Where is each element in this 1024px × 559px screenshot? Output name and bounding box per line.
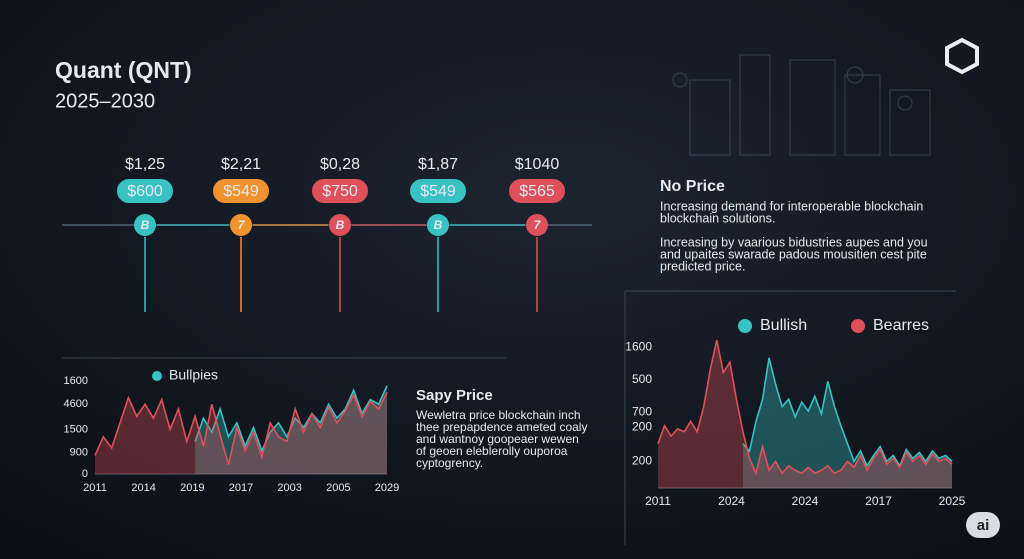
- y-tick-label: 500: [632, 372, 652, 386]
- node-icon: B: [141, 218, 150, 232]
- info-line: Increasing demand for interoperable bloc…: [660, 199, 923, 213]
- node-icon: 7: [238, 218, 246, 232]
- pill-label: $549: [420, 183, 456, 200]
- pill-label: $549: [223, 183, 259, 200]
- pill: [213, 179, 269, 203]
- x-tick-label: 2003: [277, 482, 301, 494]
- area: [95, 392, 387, 474]
- area: [742, 357, 952, 488]
- line: [742, 357, 953, 468]
- y-tick-label: 4600: [64, 398, 88, 410]
- y-tick-label: 1600: [625, 340, 652, 354]
- legend-swatch: [152, 371, 162, 381]
- price: $2,21: [221, 156, 261, 173]
- info-title: No Price: [660, 178, 725, 195]
- pill-label: $750: [322, 183, 358, 200]
- pill: [312, 179, 368, 203]
- side-line: of geoen eleblerolly ouporoa: [416, 444, 568, 458]
- price: $1040: [515, 156, 560, 173]
- info-line: and upaites swarade padous mousitien ces…: [660, 247, 927, 261]
- x-tick-label: 2017: [229, 482, 253, 494]
- y-tick-label: 1500: [64, 423, 88, 435]
- node: [526, 214, 548, 236]
- y-tick-label: 1600: [64, 375, 88, 387]
- area: [658, 340, 952, 488]
- legend-label: Bearres: [873, 317, 929, 334]
- info-text: Increasing demand for interoperable bloc…: [660, 199, 928, 273]
- node: [329, 214, 351, 236]
- logo: [945, 37, 979, 75]
- x-tick-label: 2029: [375, 482, 399, 494]
- price: $1,25: [125, 156, 165, 173]
- y-tick-label: 700: [632, 405, 652, 419]
- side-line: and wantnoy goopeaer wewen: [416, 432, 579, 446]
- side-line: Wewletra price blockchain inch: [416, 408, 581, 422]
- price: $1,87: [418, 156, 458, 173]
- x-tick-label: 2025: [939, 494, 966, 508]
- pill: [509, 179, 565, 203]
- x-tick-label: 2011: [83, 482, 107, 494]
- legend-label: Bullish: [760, 317, 807, 334]
- side-title: Sapy Price: [416, 387, 493, 404]
- info-line: Increasing by vaarious bidustries aupes …: [660, 235, 928, 249]
- price: $0,28: [320, 156, 360, 173]
- side-line: cyptogrency.: [416, 456, 483, 470]
- city-decoration: [672, 54, 931, 156]
- ai-badge-text: ai: [977, 517, 990, 534]
- x-tick-label: 2005: [326, 482, 350, 494]
- line: [94, 391, 388, 465]
- x-tick-label: 2019: [180, 482, 204, 494]
- side-line: thee prepapdence ameted coaly: [416, 420, 587, 434]
- pill-label: $565: [519, 183, 555, 200]
- y-tick-label: 200: [632, 419, 652, 433]
- node: [134, 214, 156, 236]
- x-tick-label: 2024: [718, 494, 745, 508]
- y-tick-label: 900: [70, 447, 88, 459]
- pill: [410, 179, 466, 203]
- info-line: predicted price.: [660, 259, 745, 273]
- title: Quant (QNT): [55, 57, 192, 83]
- node-icon: B: [336, 218, 345, 232]
- legend-swatch: [738, 319, 752, 333]
- y-tick-label: 0: [82, 468, 88, 480]
- x-tick-label: 2024: [792, 494, 819, 508]
- pill: [117, 179, 173, 203]
- node-icon: B: [434, 218, 443, 232]
- legend-label: Bullpies: [169, 367, 218, 383]
- y-tick-label: 200: [632, 454, 652, 468]
- node: [427, 214, 449, 236]
- area: [195, 385, 387, 474]
- line: [657, 339, 953, 476]
- x-tick-label: 2017: [865, 494, 892, 508]
- subtitle: 2025–2030: [55, 90, 155, 112]
- pill-label: $600: [127, 183, 163, 200]
- x-tick-label: 2014: [131, 482, 155, 494]
- legend-swatch: [851, 319, 865, 333]
- node-icon: 7: [534, 218, 542, 232]
- x-tick-label: 2011: [645, 494, 671, 508]
- timeline: $1,25 $600 B $2,21 $549 7 $0,28 $750 B $1,87 $549 B…: [117, 156, 565, 312]
- ai-badge: [966, 512, 1000, 538]
- node: [230, 214, 252, 236]
- info-line: blockchain solutions.: [660, 211, 775, 225]
